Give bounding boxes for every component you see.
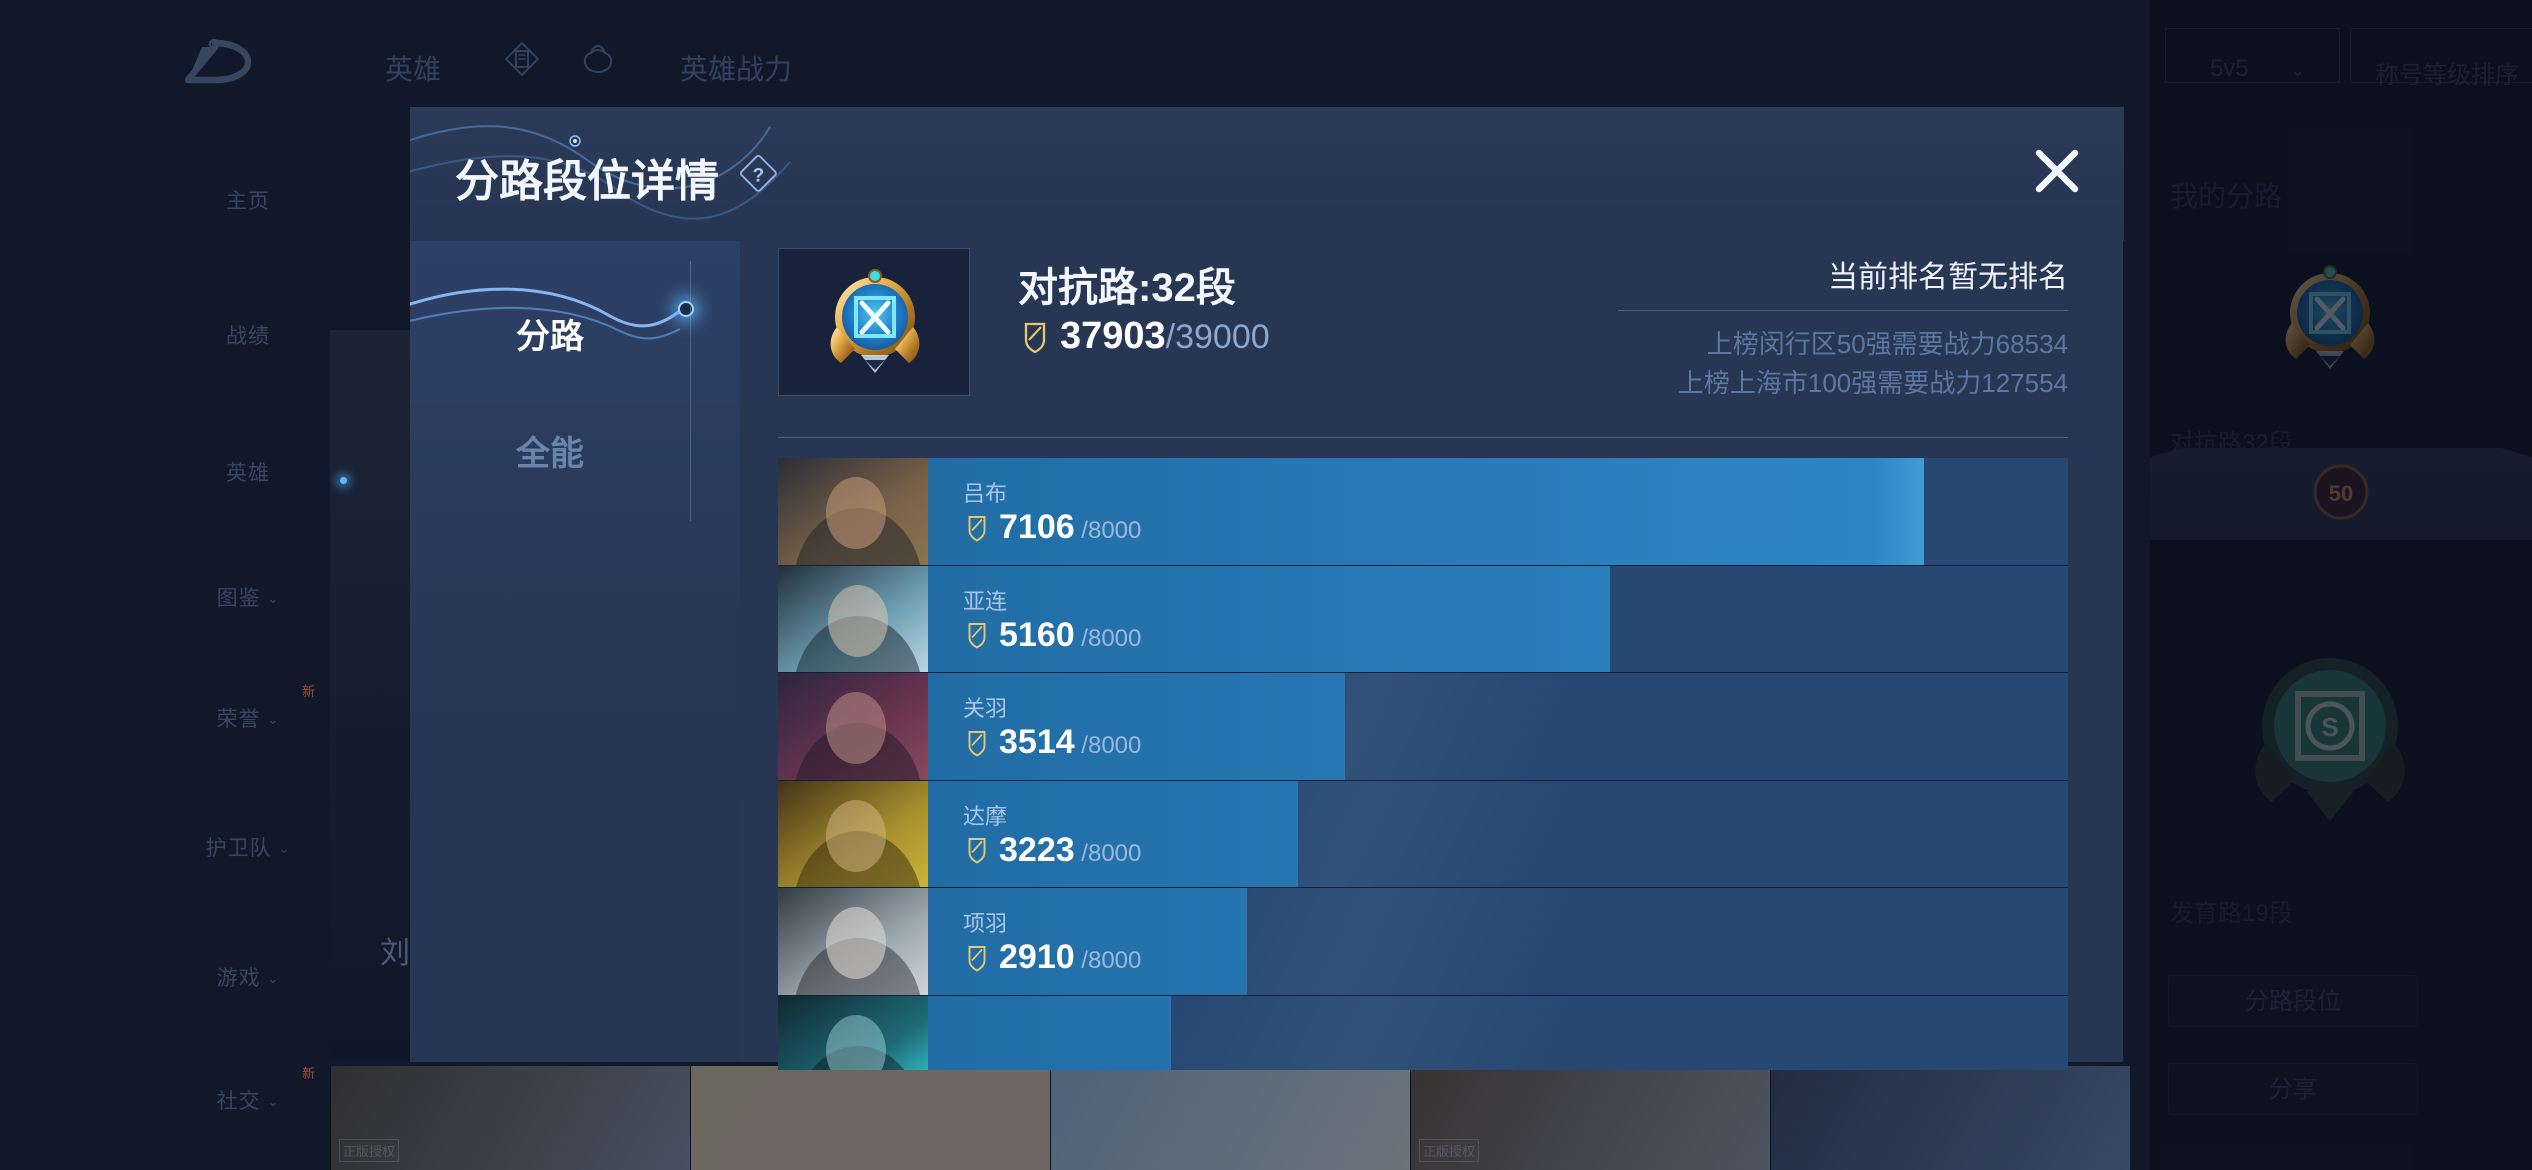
svg-text:S: S [2321, 712, 2338, 742]
svg-text:?: ? [752, 165, 764, 186]
svg-text:50: 50 [2329, 481, 2353, 506]
